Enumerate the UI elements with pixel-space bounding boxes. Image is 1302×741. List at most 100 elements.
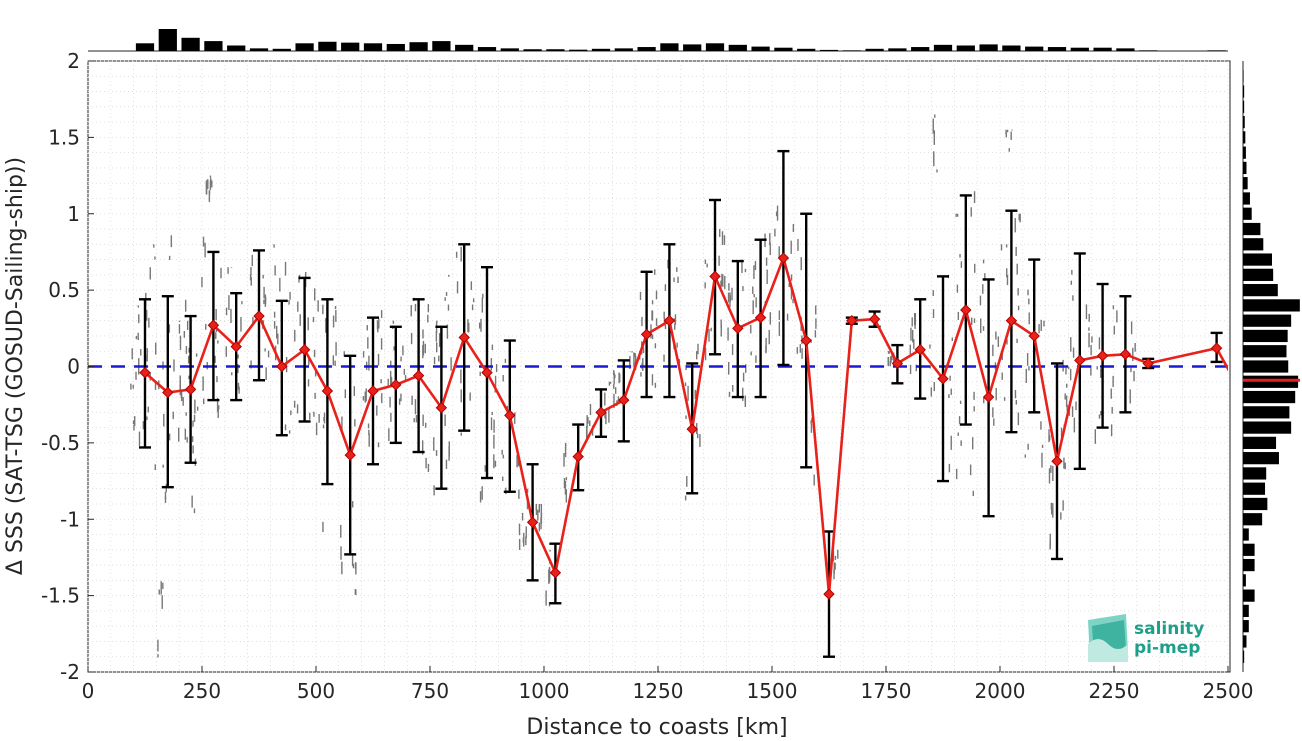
mean-marker bbox=[937, 373, 949, 385]
top-histogram-bar bbox=[455, 44, 474, 51]
mean-marker bbox=[1028, 330, 1040, 342]
mean-marker bbox=[321, 385, 334, 397]
top-histogram-bar bbox=[705, 43, 725, 51]
top-histogram-bar bbox=[660, 43, 679, 51]
mean-marker bbox=[868, 313, 881, 325]
top-histogram-bar bbox=[249, 48, 269, 51]
top-histogram-bar bbox=[227, 45, 246, 51]
mean-marker bbox=[344, 449, 356, 461]
wave-logo-icon bbox=[1088, 614, 1128, 662]
x-axis-title: Distance to coasts [km] bbox=[526, 715, 787, 740]
right-histogram-bar bbox=[1243, 513, 1263, 526]
top-histogram-bar bbox=[979, 44, 998, 51]
right-histogram-bar bbox=[1243, 543, 1255, 556]
top-histogram-bar bbox=[751, 46, 770, 51]
right-histogram-bar bbox=[1243, 558, 1255, 572]
x-tick-label: 1000 bbox=[519, 679, 570, 703]
mean-marker bbox=[1142, 357, 1154, 370]
y-tick-label: 0.5 bbox=[48, 278, 80, 302]
right-histogram-bar bbox=[1243, 131, 1246, 144]
top-histogram-bar bbox=[888, 48, 907, 51]
top-histogram-bar bbox=[683, 44, 702, 51]
mean-marker bbox=[207, 319, 220, 331]
top-histogram-bar bbox=[363, 43, 383, 51]
mean-marker bbox=[1005, 314, 1018, 327]
mean-marker bbox=[1210, 342, 1223, 354]
right-histogram-bar bbox=[1243, 497, 1268, 511]
right-histogram-bar bbox=[1243, 192, 1250, 205]
mean-markers bbox=[139, 252, 1223, 600]
top-histogram-bar bbox=[318, 41, 337, 51]
x-tick-label: 2000 bbox=[975, 679, 1026, 703]
right-histogram-bar bbox=[1243, 329, 1288, 343]
x-tick-label: 750 bbox=[411, 679, 449, 703]
mean-marker bbox=[504, 409, 516, 422]
y-tick-label: 2 bbox=[67, 49, 80, 73]
right-histogram-bar bbox=[1243, 620, 1249, 633]
top-histogram-bar bbox=[842, 50, 861, 51]
top-histogram-bar bbox=[500, 48, 519, 51]
mean-marker bbox=[367, 385, 379, 397]
mean-marker bbox=[663, 314, 676, 327]
right-histogram-bar bbox=[1243, 650, 1245, 663]
top-histogram-bar bbox=[1116, 48, 1135, 51]
right-histogram-bar bbox=[1243, 284, 1278, 297]
mean-marker bbox=[982, 391, 995, 403]
top-histogram-bar bbox=[272, 48, 291, 51]
top-histogram-bar bbox=[546, 49, 565, 51]
right-histogram-bar bbox=[1243, 589, 1255, 602]
mean-marker bbox=[800, 334, 812, 347]
right-histogram bbox=[1243, 70, 1300, 663]
mean-marker bbox=[184, 383, 197, 396]
top-histogram-bar bbox=[341, 42, 360, 51]
logo-line1: salinity bbox=[1134, 619, 1204, 639]
y-tick-label: -2 bbox=[60, 660, 80, 684]
right-histogram-bar bbox=[1243, 100, 1245, 113]
top-histogram bbox=[135, 29, 1226, 51]
mean-marker bbox=[1074, 354, 1086, 367]
top-histogram-bar bbox=[181, 37, 200, 51]
mean-marker bbox=[754, 311, 767, 324]
mean-marker bbox=[686, 423, 698, 435]
mean-marker bbox=[435, 402, 448, 414]
mean-marker bbox=[390, 379, 402, 391]
mean-marker bbox=[640, 328, 653, 341]
top-histogram-bar bbox=[295, 43, 314, 51]
right-histogram-bar bbox=[1243, 85, 1245, 98]
right-histogram-bar bbox=[1243, 452, 1279, 465]
right-histogram-bar bbox=[1243, 375, 1299, 388]
mean-marker bbox=[276, 360, 288, 373]
top-histogram-bar bbox=[728, 44, 747, 51]
top-histogram-bar bbox=[933, 44, 953, 51]
right-histogram-bar bbox=[1243, 436, 1277, 449]
mean-marker bbox=[162, 386, 174, 399]
mean-marker bbox=[1119, 348, 1132, 360]
top-histogram-bar bbox=[591, 48, 611, 51]
right-histogram-bar bbox=[1243, 253, 1272, 266]
top-histogram-bar bbox=[1047, 47, 1067, 51]
right-histogram-bar bbox=[1243, 268, 1274, 281]
x-tick-label: 2250 bbox=[1089, 679, 1140, 703]
top-histogram-bar bbox=[774, 47, 793, 51]
top-histogram-bar bbox=[1207, 50, 1226, 51]
top-histogram-bar bbox=[1070, 47, 1089, 51]
mean-marker bbox=[139, 366, 151, 379]
x-axis-ticks: 0 250 500 750 1000 1250 1500 1750 2000 2250 2500 bbox=[82, 666, 1253, 703]
right-histogram-bar bbox=[1243, 238, 1264, 251]
top-histogram-bar bbox=[477, 47, 497, 51]
right-histogram-bar bbox=[1243, 574, 1246, 587]
top-histogram-bar bbox=[819, 49, 839, 51]
mean-marker bbox=[526, 516, 539, 529]
mean-marker bbox=[253, 310, 265, 322]
mean-marker bbox=[732, 322, 744, 335]
right-histogram-bar bbox=[1243, 222, 1261, 236]
right-histogram-bar bbox=[1243, 406, 1290, 419]
top-histogram-bar bbox=[386, 43, 405, 51]
x-tick-label: 500 bbox=[297, 679, 335, 703]
right-histogram-bar bbox=[1243, 314, 1292, 327]
salinity-pi-mep-logo: salinity pi-mep bbox=[1088, 614, 1204, 662]
mean-marker bbox=[595, 406, 607, 419]
right-histogram-bar bbox=[1243, 467, 1267, 480]
right-histogram-bar bbox=[1243, 635, 1247, 648]
